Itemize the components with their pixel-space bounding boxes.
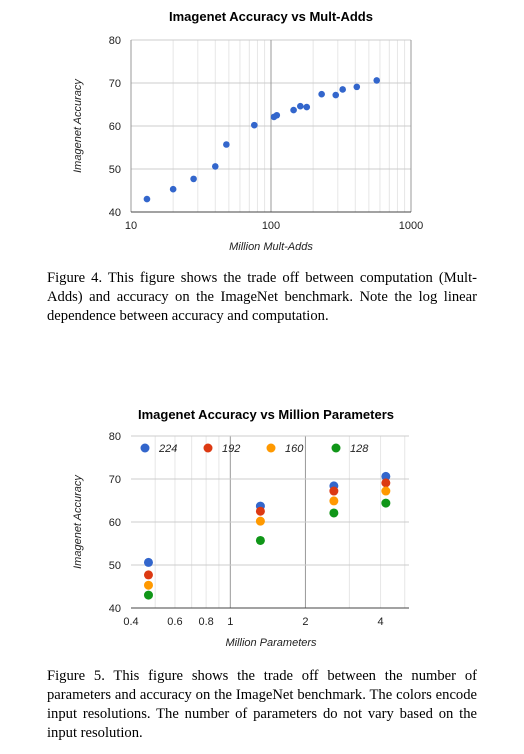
data-point <box>255 516 265 526</box>
data-point <box>143 195 151 203</box>
y-axis-label: Imagenet Accuracy <box>72 474 84 569</box>
y-tick-label: 50 <box>109 560 121 572</box>
y-tick-label: 60 <box>109 517 121 529</box>
data-point <box>381 471 391 481</box>
x-tick-label: 1000 <box>399 220 423 232</box>
data-point <box>373 77 381 84</box>
data-point <box>339 86 346 93</box>
figure-5-caption: Figure 5. This figure shows the trade of… <box>47 668 477 741</box>
figure-5-chart: 40 50 60 70 80 0.4 0.6 0.8 1 2 4 Imagenet Accuracy … <box>0 398 524 656</box>
data-point <box>329 508 339 518</box>
legend-marker <box>203 443 213 453</box>
legend-marker <box>266 443 276 453</box>
data-point <box>251 121 258 129</box>
data-point <box>303 103 311 111</box>
figure-4-caption: Figure 4. This figure shows the trade of… <box>47 270 477 324</box>
x-tick-label: 10 <box>125 220 137 232</box>
legend-marker <box>331 443 341 453</box>
y-tick-label: 60 <box>109 121 121 133</box>
data-point <box>169 185 177 193</box>
x-axis-label: Million Parameters <box>225 637 317 649</box>
data-point <box>332 91 340 99</box>
data-point <box>381 478 391 488</box>
y-tick-label: 40 <box>109 603 121 615</box>
data-point <box>318 90 325 98</box>
chart-title: Imagenet Accuracy vs Mult-Adds <box>169 9 373 24</box>
legend-label: 128 <box>350 443 369 455</box>
data-point <box>255 535 265 545</box>
y-tick-label: 80 <box>109 431 121 443</box>
x-tick-label: 0.8 <box>198 616 213 628</box>
y-tick-label: 50 <box>109 164 121 176</box>
parameters-scatter-plot: 40 50 60 70 80 0.4 0.6 0.8 1 2 4 Imagenet Accuracy … <box>72 407 409 649</box>
mult-adds-scatter-plot: 40 50 60 70 80 10 100 1000 Imagenet Accuracy vs … <box>72 9 423 253</box>
data-point <box>143 570 153 580</box>
data-point <box>211 163 219 170</box>
data-point <box>255 506 265 516</box>
legend-label: 192 <box>222 443 240 455</box>
data-point <box>329 496 339 506</box>
legend-label: 224 <box>158 443 177 455</box>
x-axis-label: Million Mult-Adds <box>229 241 313 253</box>
data-point <box>381 498 391 508</box>
x-tick-label: 1 <box>227 616 233 628</box>
x-tick-label: 100 <box>262 220 280 232</box>
figure-4-chart: 40 50 60 70 80 10 100 1000 Imagenet Accuracy vs … <box>0 0 524 262</box>
data-point <box>143 580 153 590</box>
data-point <box>223 141 230 148</box>
data-point <box>143 557 153 567</box>
x-tick-label: 0.4 <box>123 616 138 628</box>
data-point <box>273 111 281 119</box>
y-tick-label: 70 <box>109 474 121 486</box>
data-point <box>329 486 339 496</box>
y-axis-label: Imagenet Accuracy <box>72 78 84 173</box>
y-tick-label: 40 <box>109 207 121 219</box>
x-tick-label: 4 <box>378 616 384 628</box>
y-tick-label: 70 <box>109 78 121 90</box>
data-point <box>297 102 304 110</box>
data-point <box>353 83 361 91</box>
chart-title: Imagenet Accuracy vs Million Parameters <box>138 407 394 422</box>
x-tick-label: 0.6 <box>167 616 182 628</box>
legend-label: 160 <box>285 443 304 455</box>
data-point <box>381 486 391 496</box>
data-point <box>290 106 297 114</box>
data-point <box>190 175 197 183</box>
data-point <box>143 590 153 600</box>
legend-marker <box>140 443 150 453</box>
y-tick-label: 80 <box>109 35 121 47</box>
x-tick-label: 2 <box>302 616 308 628</box>
